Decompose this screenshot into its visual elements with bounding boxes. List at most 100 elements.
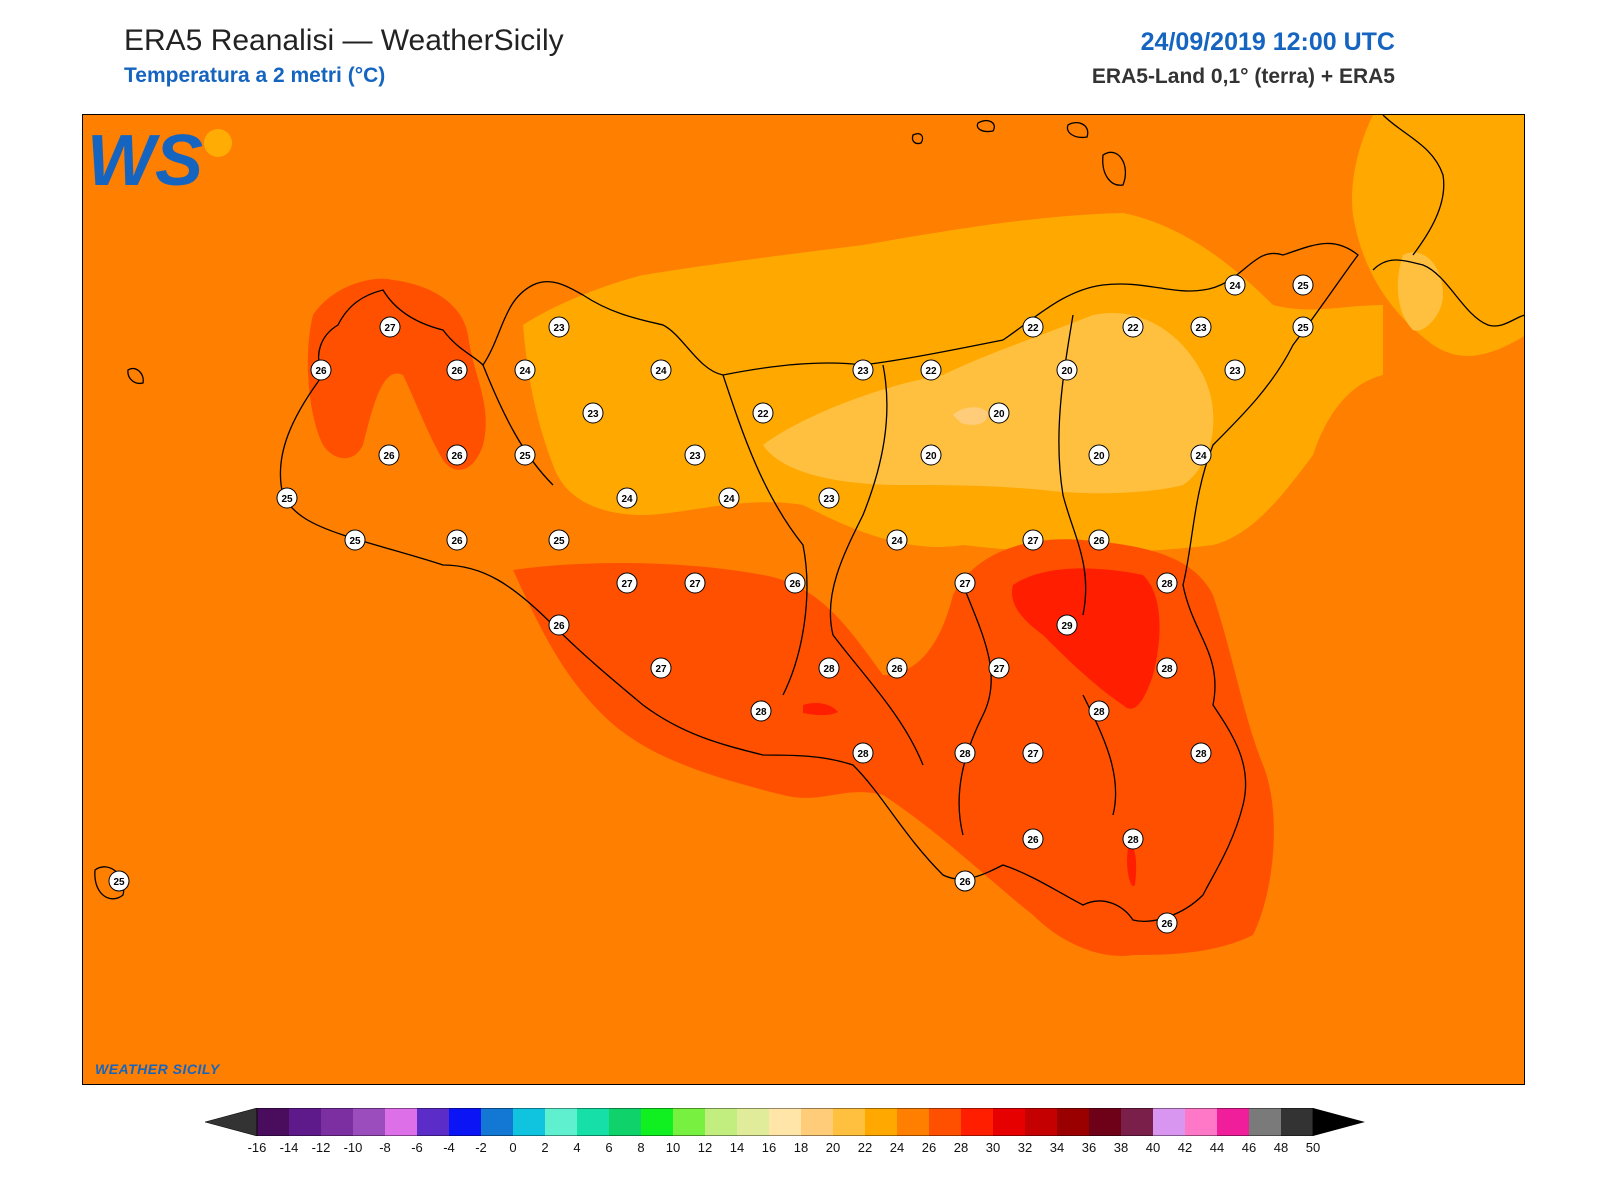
field-28-south-spot — [1127, 844, 1137, 886]
station-marker: 28 — [750, 700, 772, 722]
station-value: 20 — [1061, 366, 1073, 377]
station-marker: 27 — [954, 572, 976, 594]
station-value: 24 — [1229, 281, 1241, 292]
station-value: 28 — [1195, 749, 1207, 760]
colorbar-tick-label: 4 — [573, 1140, 581, 1155]
colorbar-tick-label: 42 — [1177, 1140, 1193, 1155]
aeolian-island-1 — [911, 133, 924, 145]
colorbar-tick-label: -14 — [279, 1140, 299, 1155]
station-value: 26 — [891, 664, 903, 675]
colorbar-segment — [417, 1108, 449, 1136]
station-value: 23 — [553, 323, 565, 334]
station-marker: 26 — [1022, 828, 1044, 850]
station-circle — [276, 487, 298, 509]
colorbar-tick-label: 36 — [1081, 1140, 1097, 1155]
station-circle — [1088, 700, 1110, 722]
temperature-fields — [307, 115, 1524, 956]
station-circle — [1190, 316, 1212, 338]
colorbar-tick-label: 44 — [1209, 1140, 1225, 1155]
station-circle — [1022, 828, 1044, 850]
station-marker: 23 — [582, 402, 604, 424]
colorbar-tick-label: -12 — [311, 1140, 331, 1155]
station-marker: 23 — [684, 444, 706, 466]
station-marker: 24 — [650, 359, 672, 381]
station-circle — [650, 359, 672, 381]
title-block: ERA5 Reanalisi — WeatherSicily Temperatu… — [124, 24, 564, 88]
colorbar-tick-label: 32 — [1017, 1140, 1033, 1155]
colorbar-tick-label: 26 — [921, 1140, 937, 1155]
colorbar-tick-label: 6 — [605, 1140, 613, 1155]
station-value: 20 — [993, 409, 1005, 420]
station-circle — [886, 529, 908, 551]
station-markers: 27 26 26 24 23 24 23 22 23 22 22 20 22 23 24 25 25 23 20 26… — [108, 274, 1314, 934]
colorbar-segment — [1281, 1108, 1313, 1136]
station-value: 28 — [1161, 664, 1173, 675]
station-marker: 25 — [1292, 274, 1314, 296]
station-circle — [446, 529, 468, 551]
station-marker: 24 — [718, 487, 740, 509]
weather-sicily-logo: WS — [87, 121, 232, 201]
station-marker: 26 — [446, 444, 468, 466]
station-marker: 26 — [446, 529, 468, 551]
map-canvas: 27 26 26 24 23 24 23 22 23 22 22 20 22 23 24 25 25 23 20 26… — [94, 115, 1524, 956]
station-circle — [108, 870, 130, 892]
station-circle — [446, 359, 468, 381]
station-value: 23 — [857, 366, 869, 377]
station-marker: 25 — [108, 870, 130, 892]
colorbar-tick-label: -2 — [475, 1140, 487, 1155]
station-circle — [886, 657, 908, 679]
colorbar-segment — [513, 1108, 545, 1136]
station-marker: 20 — [1056, 359, 1078, 381]
colorbar-segment — [1249, 1108, 1281, 1136]
colorbar-segment — [545, 1108, 577, 1136]
colorbar-segment — [1185, 1108, 1217, 1136]
station-circle — [1292, 274, 1314, 296]
station-circle — [1056, 359, 1078, 381]
colorbar-tick-label: -16 — [247, 1140, 267, 1155]
temperature-colorbar — [205, 1108, 1365, 1136]
colorbar-tick-label: 10 — [665, 1140, 681, 1155]
station-marker: 28 — [954, 742, 976, 764]
colorbar-tick-label: 20 — [825, 1140, 841, 1155]
station-marker: 20 — [1088, 444, 1110, 466]
colorbar-tick-label: 2 — [541, 1140, 549, 1155]
colorbar-tick-label: 24 — [889, 1140, 905, 1155]
station-circle — [616, 572, 638, 594]
station-circle — [1292, 316, 1314, 338]
station-circle — [310, 359, 332, 381]
station-value: 23 — [689, 451, 701, 462]
station-value: 28 — [1127, 835, 1139, 846]
station-value: 25 — [519, 451, 531, 462]
data-source: ERA5-Land 0,1° (terra) + ERA5 — [1091, 65, 1395, 88]
temperature-map[interactable]: 27 26 26 24 23 24 23 22 23 22 22 20 22 23 24 25 25 23 20 26… — [82, 114, 1525, 1085]
station-marker: 26 — [310, 359, 332, 381]
station-circle — [1122, 828, 1144, 850]
colorbar-tick-label: 50 — [1305, 1140, 1321, 1155]
station-marker: 26 — [886, 657, 908, 679]
field-26-south — [513, 539, 1274, 956]
station-marker: 27 — [616, 572, 638, 594]
station-marker: 23 — [548, 316, 570, 338]
province-border-1 — [482, 364, 554, 486]
station-value: 23 — [823, 494, 835, 505]
station-marker: 28 — [818, 657, 840, 679]
colorbar-tick-label: 40 — [1145, 1140, 1161, 1155]
station-marker: 22 — [752, 402, 774, 424]
station-circle — [514, 359, 536, 381]
colorbar-tick-label: 0 — [509, 1140, 517, 1155]
station-circle — [1224, 359, 1246, 381]
station-marker: 24 — [514, 359, 536, 381]
station-circle — [1088, 529, 1110, 551]
map-title: ERA5 Reanalisi — WeatherSicily — [124, 24, 564, 57]
station-value: 28 — [1161, 579, 1173, 590]
field-18-20-spot — [953, 407, 988, 425]
colorbar-segment — [1217, 1108, 1249, 1136]
station-value: 20 — [1093, 451, 1105, 462]
station-marker: 22 — [920, 359, 942, 381]
station-marker: 26 — [378, 444, 400, 466]
station-circle — [1156, 912, 1178, 934]
station-value: 27 — [655, 664, 667, 675]
station-value: 27 — [1027, 536, 1039, 547]
province-border-2 — [722, 374, 808, 696]
station-value: 27 — [993, 664, 1005, 675]
